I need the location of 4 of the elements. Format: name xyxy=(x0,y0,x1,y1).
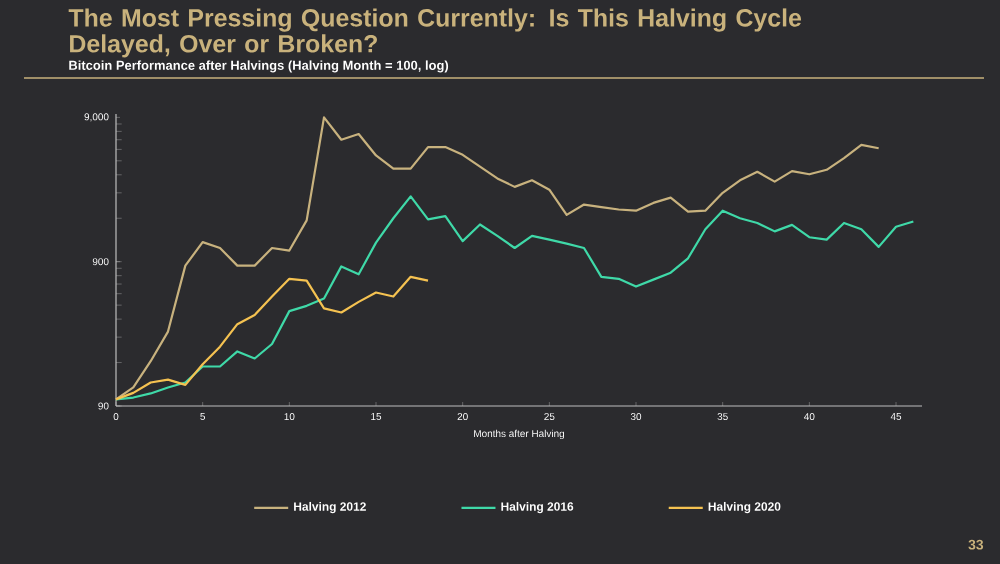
line-series xyxy=(114,275,430,401)
line-series xyxy=(114,195,915,401)
chart-title: The Most Pressing Question Currently: Is This Halving Cycle Delayed, Over or Broken? xyxy=(68,8,802,58)
line-series xyxy=(114,116,880,401)
